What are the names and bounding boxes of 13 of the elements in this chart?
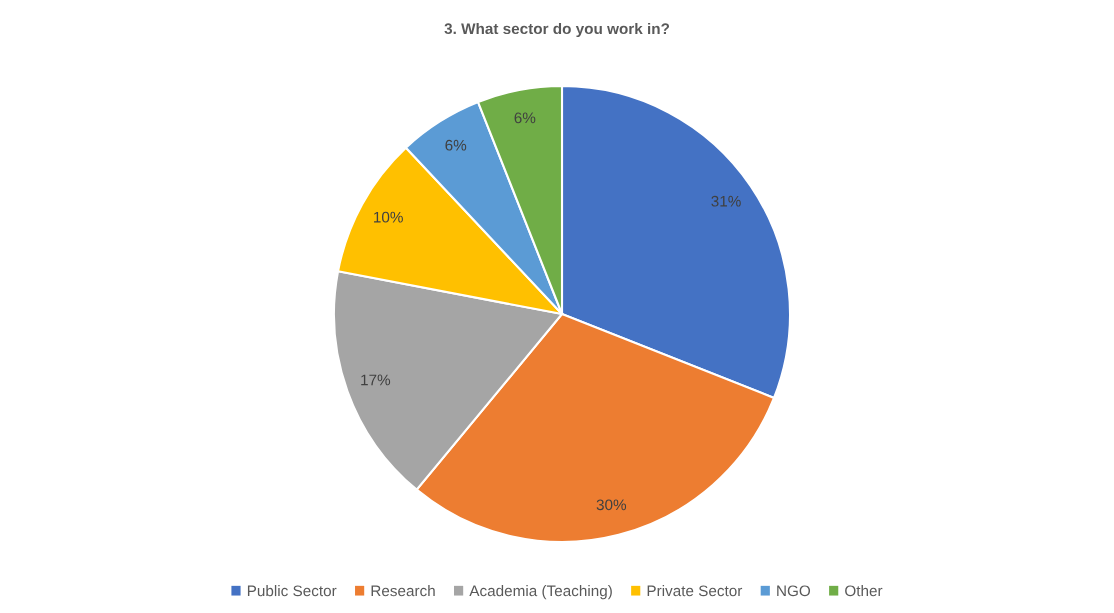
legend-label: Academia (Teaching): [469, 585, 612, 600]
legend-label: Other: [845, 585, 883, 597]
data-label: 17%: [361, 374, 391, 386]
legend-label: Private Sector: [647, 585, 743, 597]
legend-label: NGO: [777, 585, 811, 597]
chart-title: 3. What sector do you work in?: [444, 22, 670, 38]
legend-label: Research: [371, 585, 435, 597]
data-label: 6%: [445, 139, 467, 151]
data-label: 31%: [711, 195, 741, 207]
data-label: 30%: [596, 499, 627, 511]
data-label: 10%: [374, 211, 403, 223]
data-label: 6%: [514, 112, 536, 124]
legend-label: Public Sector: [247, 585, 337, 597]
